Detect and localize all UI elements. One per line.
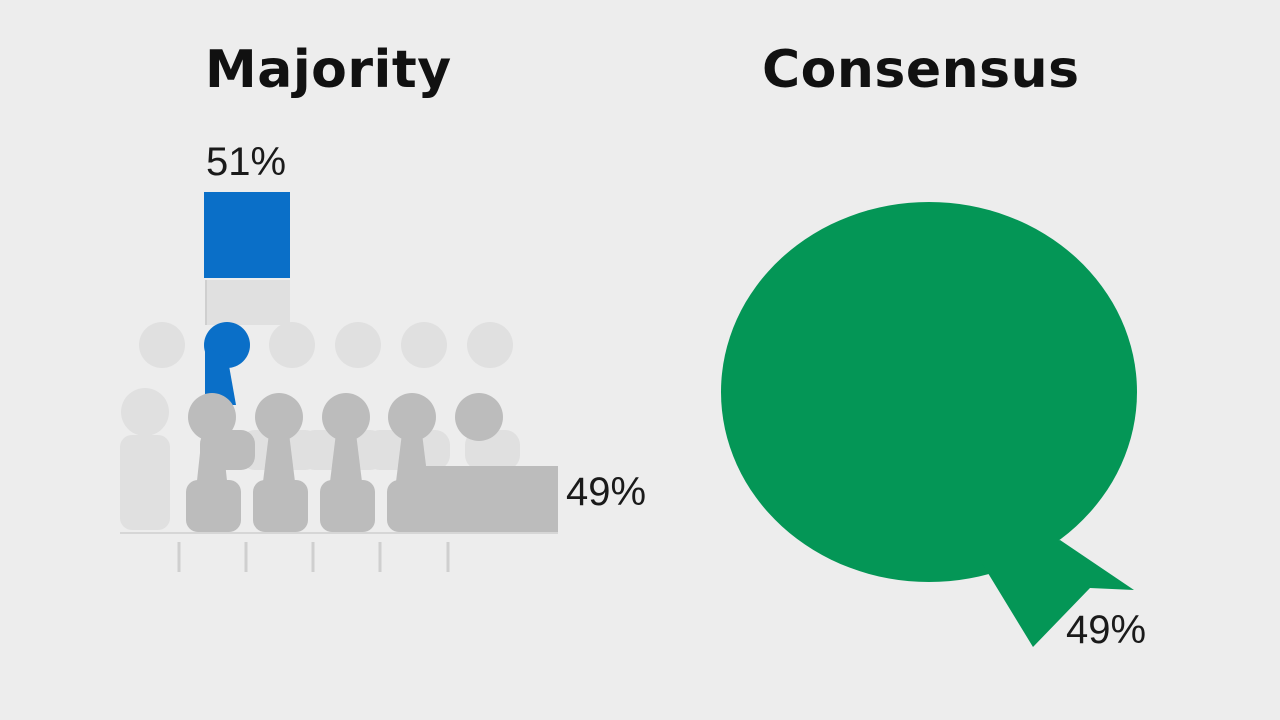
blue-person-icon	[204, 322, 250, 405]
majority-title: Majority	[205, 40, 452, 100]
faded-people-icon	[120, 280, 520, 530]
grey-people-icon	[186, 393, 558, 532]
axis-ticks	[177, 542, 450, 572]
majority-side-percent: 49%	[566, 470, 647, 514]
consensus-title: Consensus	[762, 40, 1080, 100]
majority-top-percent: 51%	[206, 140, 287, 184]
majority-flag	[204, 192, 290, 278]
consensus-percent: 49%	[1066, 608, 1147, 652]
